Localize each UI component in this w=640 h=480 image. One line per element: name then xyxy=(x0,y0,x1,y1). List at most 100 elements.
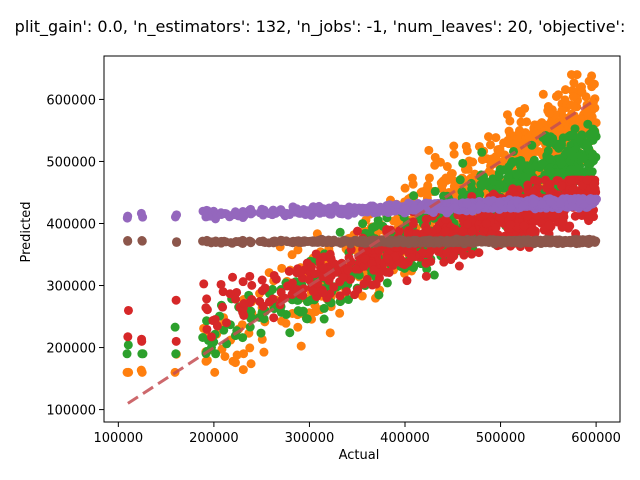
scatter-point xyxy=(407,252,417,262)
scatter-point xyxy=(504,126,514,136)
scatter-point xyxy=(494,171,504,181)
y-axis-label: Predicted xyxy=(19,201,34,262)
scatter-point xyxy=(584,144,594,154)
scatter-point xyxy=(568,185,578,195)
scatter-point xyxy=(519,235,529,245)
scatter-point xyxy=(231,237,241,247)
scatter-point xyxy=(477,147,487,157)
scatter-point xyxy=(284,266,294,276)
scatter-point xyxy=(338,272,348,282)
scatter-point xyxy=(508,184,518,194)
scatter-point xyxy=(216,236,226,246)
scatter-point xyxy=(202,324,212,334)
scatter-point xyxy=(433,247,443,257)
scatter-point xyxy=(425,206,435,216)
scatter-point xyxy=(391,200,401,210)
x-tick-label: 500000 xyxy=(476,431,526,446)
scatter-point xyxy=(442,248,452,258)
scatter-point xyxy=(463,237,473,247)
scatter-point xyxy=(315,256,325,266)
scatter-point xyxy=(512,169,522,179)
y-tick-label: 100000 xyxy=(46,404,96,419)
scatter-point xyxy=(239,349,249,359)
scatter-point xyxy=(342,286,352,296)
scatter-point xyxy=(298,290,308,300)
scatter-point xyxy=(269,313,279,323)
scatter-point xyxy=(239,310,249,320)
scatter-point xyxy=(441,215,451,225)
scatter-point xyxy=(367,280,377,290)
scatter-point xyxy=(238,277,248,287)
scatter-point xyxy=(245,343,255,353)
scatter-point xyxy=(377,205,387,215)
scatter-point xyxy=(172,237,182,247)
scatter-point xyxy=(567,201,577,211)
scatter-point xyxy=(237,320,247,330)
scatter-point xyxy=(238,365,248,375)
scatter-point xyxy=(268,294,278,304)
scatter-point xyxy=(137,236,147,246)
scatter-point xyxy=(288,238,298,248)
scatter-point xyxy=(400,204,410,214)
scatter-point xyxy=(556,126,566,136)
scatter-point xyxy=(519,221,529,231)
scatter-point xyxy=(506,220,516,230)
scatter-point xyxy=(212,321,222,331)
scatter-point xyxy=(544,108,554,118)
scatter-point xyxy=(424,145,434,155)
scatter-point xyxy=(221,318,231,328)
scatter-point xyxy=(555,198,565,208)
scatter-point xyxy=(256,328,266,338)
scatter-point xyxy=(335,227,345,237)
scatter-point xyxy=(301,314,311,324)
scatter-point xyxy=(230,358,240,368)
y-tick-label: 500000 xyxy=(46,155,96,170)
scatter-point xyxy=(296,341,306,351)
reference-line xyxy=(127,98,597,405)
y-tick-label: 600000 xyxy=(46,93,96,108)
scatter-point xyxy=(522,211,532,221)
scatter-point xyxy=(325,328,335,338)
scatter-point xyxy=(558,217,568,227)
y-tick-label: 300000 xyxy=(46,280,96,295)
x-axis: 100000 200000 300000 400000 500000 600000 xyxy=(94,422,621,446)
scatter-point xyxy=(556,138,566,148)
scatter-point xyxy=(255,208,265,218)
scatter-point xyxy=(537,159,547,169)
scatter-point xyxy=(202,205,212,215)
scatter-point xyxy=(507,237,517,247)
scatter-point xyxy=(277,208,287,218)
scatter-point xyxy=(563,146,573,156)
scatter-point xyxy=(495,179,505,189)
scatter-point xyxy=(295,267,305,277)
y-tick-label: 200000 xyxy=(46,342,96,357)
chart-title: plit_gain': 0.0, 'n_estimators': 132, 'n… xyxy=(15,17,626,37)
scatter-point xyxy=(216,210,226,220)
scatter-point xyxy=(557,181,567,191)
scatter-point xyxy=(462,146,472,156)
scatter-point xyxy=(545,167,555,177)
scatter-point xyxy=(517,201,527,211)
scatter-point xyxy=(485,140,495,150)
scatter-point xyxy=(123,332,133,342)
scatter-point xyxy=(170,322,180,332)
data-points xyxy=(122,70,601,377)
scatter-point xyxy=(390,252,400,262)
scatter-point xyxy=(137,367,147,377)
scatter-point xyxy=(202,294,212,304)
scatter-point xyxy=(560,95,570,105)
scatter-point xyxy=(566,70,576,80)
scatter-point xyxy=(467,249,477,259)
scatter-point xyxy=(374,290,384,300)
scatter-point xyxy=(533,176,543,186)
y-tick-label: 400000 xyxy=(46,217,96,232)
scatter-point xyxy=(462,219,472,229)
scatter-point xyxy=(409,237,419,247)
scatter-point xyxy=(588,151,598,161)
scatter-point xyxy=(302,297,312,307)
scatter-point xyxy=(440,206,450,216)
scatter-point xyxy=(277,236,287,246)
scatter-point xyxy=(311,249,321,259)
scatter-point xyxy=(123,305,133,315)
scatter-point xyxy=(359,279,369,289)
